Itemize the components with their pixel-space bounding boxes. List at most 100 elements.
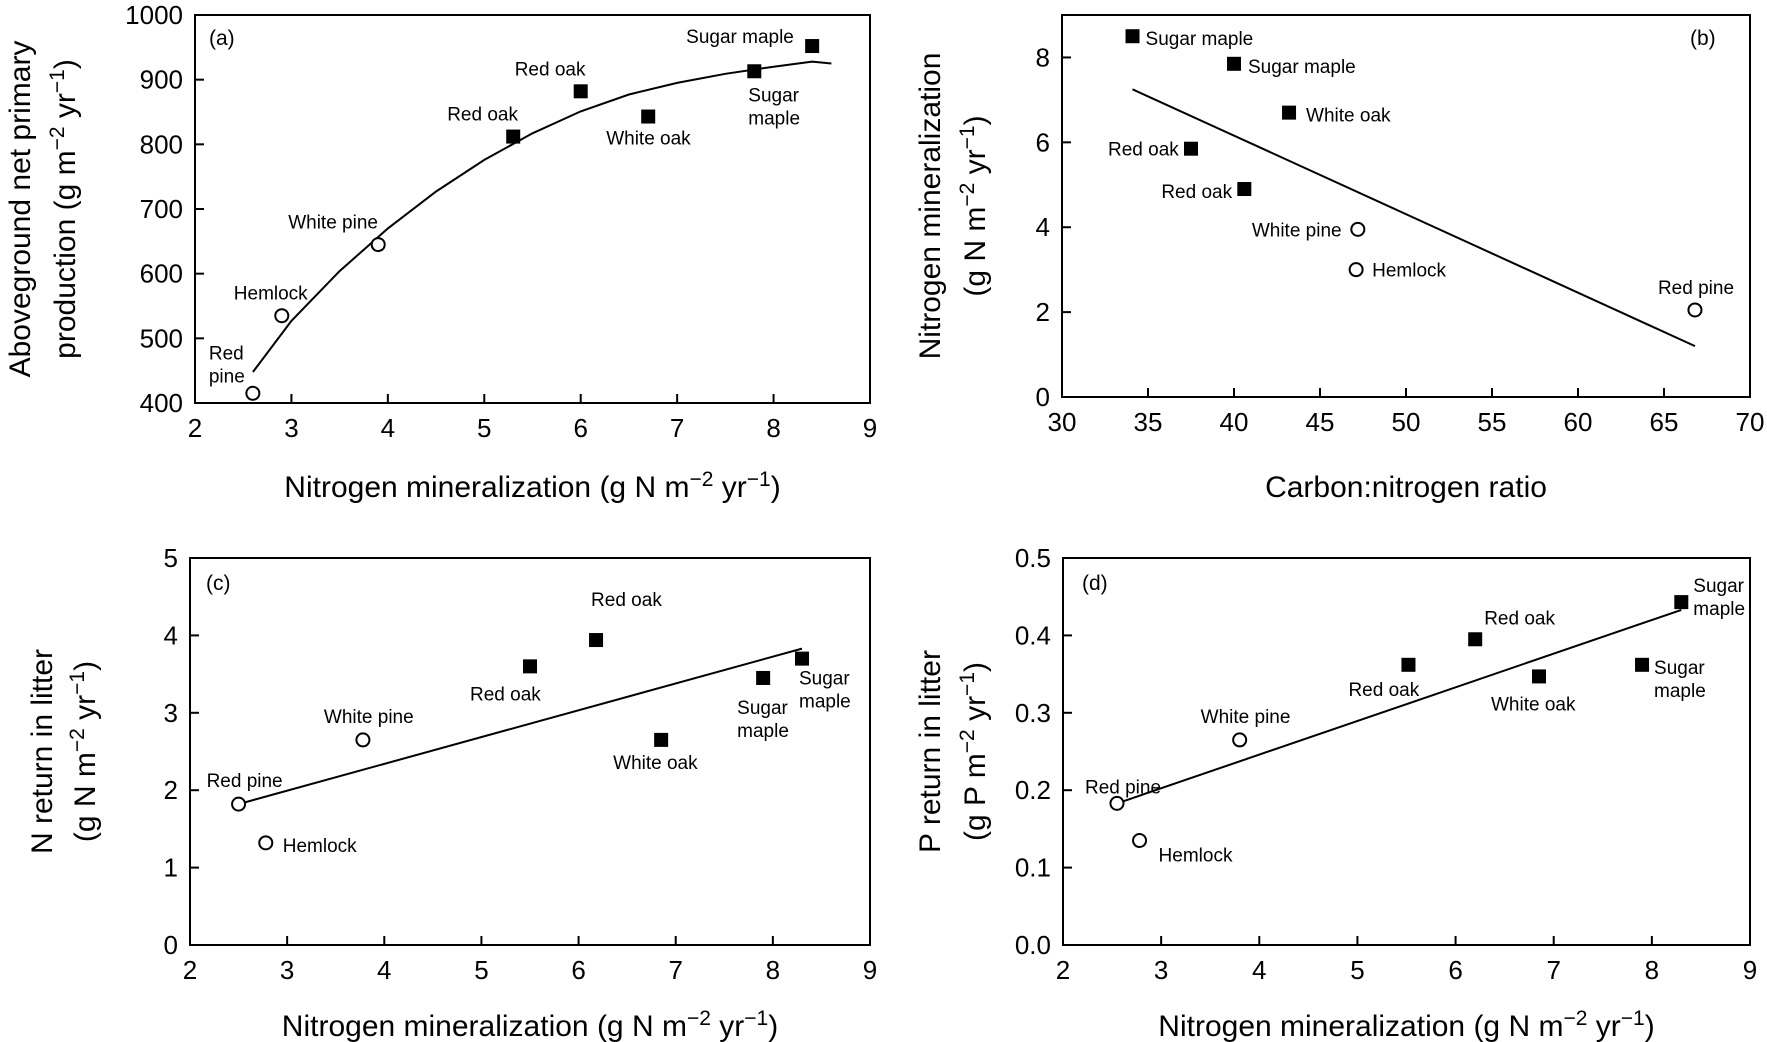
panel-label: (d) xyxy=(1082,572,1108,595)
fit-curve xyxy=(252,60,832,373)
data-point-circle xyxy=(1350,221,1366,237)
x-tick-label: 7 xyxy=(668,955,682,985)
y-tick-label: 0.0 xyxy=(1015,930,1051,960)
x-tick-label: 3 xyxy=(284,413,298,443)
y-tick-label: 4 xyxy=(164,620,178,650)
point-label: Sugar maple xyxy=(686,27,794,48)
x-tick-label: 60 xyxy=(1564,407,1593,437)
x-axis-label: Nitrogen mineralization (g N m−2 yr−1) xyxy=(282,1007,778,1042)
data-point-circle xyxy=(1232,732,1248,748)
data-point-square xyxy=(654,732,669,747)
x-tick-label: 8 xyxy=(766,955,780,985)
data-point-square xyxy=(1282,105,1297,120)
x-tick-label: 7 xyxy=(670,413,684,443)
y-tick-label: 3 xyxy=(164,698,178,728)
x-tick-label: 4 xyxy=(1252,955,1266,985)
x-tick-label: 70 xyxy=(1736,407,1765,437)
regression-line xyxy=(1116,608,1682,805)
data-point-square xyxy=(641,109,656,124)
point-label: Red oak xyxy=(1484,608,1555,629)
data-point-circle xyxy=(1687,302,1703,318)
panel-a: 2 3 4 5 6 7 8 9 400 500 600 700 800 900 1000 Nitrogen m… xyxy=(4,0,877,504)
x-tick-label: 5 xyxy=(1350,955,1364,985)
x-axis-label: Carbon:nitrogen ratio xyxy=(1265,471,1547,504)
point-label: Sugar maple xyxy=(737,698,789,742)
point-label: Red oak xyxy=(1348,680,1419,701)
y-tick-label: 500 xyxy=(140,323,183,353)
panel-label: (a) xyxy=(209,27,235,50)
point-label: Sugar maple xyxy=(799,669,851,713)
x-tick-label: 2 xyxy=(188,413,202,443)
y-tick-label: 0 xyxy=(1036,382,1050,412)
data-point-square xyxy=(1237,182,1252,197)
y-tick-label: 700 xyxy=(140,194,183,224)
point-label: Sugar maple xyxy=(1693,576,1745,620)
y-tick-label: 0.2 xyxy=(1015,775,1051,805)
data-point-square xyxy=(589,633,604,648)
point-label: Hemlock xyxy=(1159,846,1233,867)
y-axis-label: production (g m−2 yr−1) xyxy=(46,59,83,359)
x-tick-label: 5 xyxy=(474,955,488,985)
x-tick-label: 40 xyxy=(1220,407,1249,437)
data-point-square xyxy=(1401,657,1416,672)
data-point-square xyxy=(1227,56,1241,71)
x-tick-label: 55 xyxy=(1478,407,1507,437)
x-tick-label: 5 xyxy=(477,413,491,443)
point-label: White oak xyxy=(1491,694,1576,715)
point-label: White pine xyxy=(1252,220,1342,241)
x-tick-label: 30 xyxy=(1048,407,1077,437)
y-tick-label: 0.1 xyxy=(1015,853,1051,883)
data-point-square xyxy=(747,64,762,79)
y-tick-label: 2 xyxy=(1036,297,1050,327)
x-tick-label: 4 xyxy=(377,955,391,985)
y-axis-label: Nitrogen mineralization xyxy=(914,53,947,360)
point-label: White oak xyxy=(1306,106,1391,127)
x-tick-label: 6 xyxy=(1448,955,1462,985)
x-tick-label: 45 xyxy=(1306,407,1335,437)
y-tick-label: 1 xyxy=(164,853,178,883)
x-tick-label: 6 xyxy=(571,955,585,985)
x-tick-label: 8 xyxy=(1645,955,1659,985)
panel-b: 30 35 40 45 50 55 60 65 70 0 2 4 6 8 Carbon:nitrogen r… xyxy=(914,14,1765,504)
y-axis-label: Aboveground net primary xyxy=(4,41,37,378)
x-tick-label: 6 xyxy=(573,413,587,443)
y-tick-label: 0 xyxy=(164,930,178,960)
y-axis-label: (g N m−2 yr−1) xyxy=(956,115,993,296)
point-label: Red oak xyxy=(591,590,662,611)
regression-line xyxy=(1132,88,1696,348)
y-tick-label: 0.4 xyxy=(1015,620,1051,650)
y-tick-label: 400 xyxy=(140,388,183,418)
data-point-circle xyxy=(1132,833,1148,849)
y-tick-label: 8 xyxy=(1036,42,1050,72)
y-axis-label: N return in litter xyxy=(26,649,59,854)
data-point-square xyxy=(573,84,588,99)
plot-frame xyxy=(189,557,871,946)
point-label: Sugar maple xyxy=(1654,658,1706,702)
x-tick-label: 35 xyxy=(1134,407,1163,437)
y-tick-label: 800 xyxy=(140,129,183,159)
x-tick-label: 2 xyxy=(1056,955,1070,985)
point-label: Red oak xyxy=(447,105,518,126)
data-point-square xyxy=(1125,29,1140,44)
data-point-square xyxy=(1531,669,1546,684)
point-label: Red pine xyxy=(209,343,245,387)
x-tick-label: 3 xyxy=(280,955,294,985)
point-label: Hemlock xyxy=(1372,261,1446,282)
y-tick-label: 900 xyxy=(140,65,183,95)
point-label: Sugar maple xyxy=(1146,29,1254,50)
point-label: Hemlock xyxy=(234,284,308,305)
x-tick-label: 7 xyxy=(1546,955,1560,985)
y-tick-label: 0.5 xyxy=(1015,543,1051,573)
point-label: Red pine xyxy=(207,771,283,792)
point-label: White pine xyxy=(324,707,414,728)
point-label: Red oak xyxy=(1108,140,1179,161)
y-axis-label: P return in litter xyxy=(914,650,947,853)
point-label: White oak xyxy=(606,129,691,150)
x-tick-label: 9 xyxy=(863,413,877,443)
x-tick-label: 50 xyxy=(1392,407,1421,437)
y-tick-label: 6 xyxy=(1036,127,1050,157)
point-label: Red oak xyxy=(470,684,541,705)
plot-frame xyxy=(1062,557,1751,946)
data-point-square xyxy=(523,659,537,674)
point-label: Red pine xyxy=(1085,777,1161,798)
